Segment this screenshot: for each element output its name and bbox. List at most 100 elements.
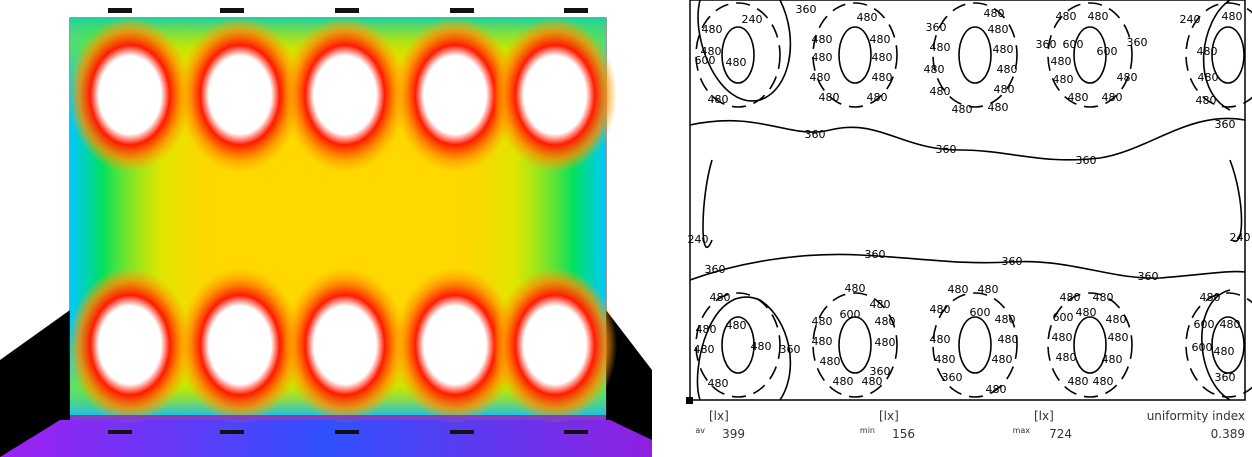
isoline-label: 480: [710, 291, 731, 304]
isoline-label: 480: [930, 41, 951, 54]
isoline-label: 480: [988, 101, 1009, 114]
isoline-label: 480: [870, 298, 891, 311]
isoline: [721, 316, 755, 374]
isoline-label: 360: [1215, 371, 1236, 384]
isoline-label: 240: [1180, 13, 1201, 26]
isoline-label: 360: [926, 21, 947, 34]
isoline-label: 480: [992, 353, 1013, 366]
isoline-label: 480: [1200, 291, 1221, 304]
isoline: [1185, 2, 1252, 108]
isoline-label: 360: [936, 143, 957, 156]
isoline-label: 480: [696, 323, 717, 336]
isoline: [721, 26, 755, 84]
luminaire: [450, 8, 474, 13]
isoline-label: 480: [1068, 375, 1089, 388]
isoline-label: 480: [751, 340, 772, 353]
isoline-label: 480: [952, 103, 973, 116]
isoline-label: 360: [805, 128, 826, 141]
isoline-label: 480: [872, 51, 893, 64]
isoline-label: 360: [1215, 118, 1236, 131]
luminaire: [220, 430, 244, 434]
stat-label: uniformity index: [1147, 409, 1245, 423]
isoline-label: 240: [742, 13, 763, 26]
isoline-label: 480: [812, 33, 833, 46]
isoline-label: 480: [875, 336, 896, 349]
isoline-label: 480: [820, 355, 841, 368]
isoline-label: 360: [1076, 154, 1097, 167]
light-spot: [393, 267, 517, 423]
isoline-label: 600: [840, 308, 861, 321]
luminaire: [108, 8, 132, 13]
isoline-label: 480: [930, 303, 951, 316]
isoline-label: 480: [1102, 91, 1123, 104]
isoline-label: 360: [796, 3, 817, 16]
luminaire: [450, 430, 474, 434]
stat-symbol: av: [695, 426, 705, 435]
isoline-label: 480: [997, 63, 1018, 76]
isoline-label: 480: [812, 51, 833, 64]
isoline-label: 240: [1230, 231, 1251, 244]
isoline-label: 600: [1194, 318, 1215, 331]
isoline-label: 480: [810, 71, 831, 84]
light-spot: [68, 267, 192, 423]
stat-unit: [lx]: [879, 409, 899, 423]
isoline-label: 480: [935, 353, 956, 366]
stat-unit: [lx]: [1034, 409, 1054, 423]
isoline-label: 480: [986, 383, 1007, 396]
isoline: [932, 292, 1018, 398]
light-spot: [393, 17, 517, 173]
isoline-label: 480: [1106, 313, 1127, 326]
isoline-label: 480: [726, 319, 747, 332]
light-spot: [68, 17, 192, 173]
isoline-label: 480: [1052, 331, 1073, 344]
isoline-label: 480: [1117, 71, 1138, 84]
isoline-label: 360: [1002, 255, 1023, 268]
isoline-label: 600: [695, 54, 716, 67]
isoline: [812, 2, 898, 108]
luminaire: [564, 430, 588, 434]
isoline-label: 480: [1060, 291, 1081, 304]
light-spot: [283, 267, 407, 423]
isoline-label: 360: [1036, 38, 1057, 51]
isoline: [695, 292, 781, 398]
isoline: [958, 26, 992, 84]
isoline-label: 480: [872, 71, 893, 84]
isoline-label: 600: [1053, 311, 1074, 324]
stat-symbol: min: [860, 426, 875, 435]
isoline-label: 480: [1051, 55, 1072, 68]
isoline-label: 480: [924, 63, 945, 76]
isoline: [958, 316, 992, 374]
isoline-label: 480: [998, 333, 1019, 346]
isoline: [1211, 316, 1245, 374]
isoline-plot: 240 360 480 360 480 480 480 240 480 480 480 600 480 4…: [686, 0, 1252, 441]
isoline-label: 480: [867, 91, 888, 104]
isoline-label: 480: [845, 282, 866, 295]
light-spot: [178, 267, 302, 423]
stat-value: 399: [722, 427, 745, 441]
isoline-label: 360: [870, 365, 891, 378]
isoline-label: 480: [930, 85, 951, 98]
isoline-label: 480: [726, 56, 747, 69]
isoline-label: 480: [708, 377, 729, 390]
luminaire: [220, 8, 244, 13]
light-spot: [493, 267, 617, 423]
isoline-label: 480: [995, 313, 1016, 326]
isoline-label: 360: [780, 343, 801, 356]
luminaire: [108, 430, 132, 434]
isoline-label: 480: [1076, 306, 1097, 319]
isoline: [838, 316, 872, 374]
isoline: [1047, 292, 1133, 398]
isoline-label: 480: [1220, 318, 1241, 331]
stat-unit: [lx]: [709, 409, 729, 423]
isoline-label: 480: [1196, 94, 1217, 107]
light-spot: [493, 17, 617, 173]
isoline-label: 480: [1068, 91, 1089, 104]
isoline-label: 480: [1088, 10, 1109, 23]
isoline-label: 480: [702, 23, 723, 36]
isoline-label: 480: [1053, 73, 1074, 86]
isoline: [812, 292, 898, 398]
light-spot: [178, 17, 302, 173]
isoline-label: 480: [862, 375, 883, 388]
isoline-label: 480: [857, 11, 878, 24]
isoline-label: 480: [1093, 291, 1114, 304]
